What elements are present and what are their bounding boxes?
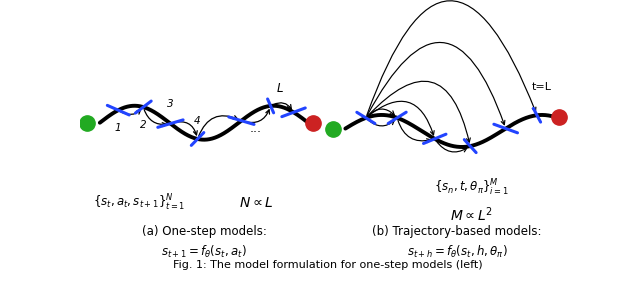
Text: $s_{t+1} = f_\theta(s_t, a_t)$: $s_{t+1} = f_\theta(s_t, a_t)$ <box>161 244 247 260</box>
Text: 1: 1 <box>115 123 122 133</box>
Text: t=L: t=L <box>532 82 552 92</box>
Text: $s_{t+h} = f_\theta(s_t, h, \theta_\pi)$: $s_{t+h} = f_\theta(s_t, h, \theta_\pi)$ <box>406 244 508 260</box>
Text: $M \propto L^2$: $M \propto L^2$ <box>451 205 493 224</box>
Text: $\{s_n, t, \theta_\pi\}_{i=1}^M$: $\{s_n, t, \theta_\pi\}_{i=1}^M$ <box>435 177 509 198</box>
Text: 4: 4 <box>195 116 201 126</box>
Text: 2: 2 <box>140 120 147 130</box>
Text: ...: ... <box>250 122 262 135</box>
Text: $\{s_t, a_t, s_{t+1}\}_{t=1}^N$: $\{s_t, a_t, s_{t+1}\}_{t=1}^N$ <box>93 193 186 213</box>
Text: $L$: $L$ <box>276 82 284 95</box>
Text: $N \propto L$: $N \propto L$ <box>239 196 273 210</box>
Text: Fig. 1: The model formulation for one-step models (left): Fig. 1: The model formulation for one-st… <box>173 260 483 270</box>
Text: (a) One-step models:: (a) One-step models: <box>141 225 266 237</box>
Text: (b) Trajectory-based models:: (b) Trajectory-based models: <box>372 225 541 237</box>
Text: 3: 3 <box>167 99 173 109</box>
